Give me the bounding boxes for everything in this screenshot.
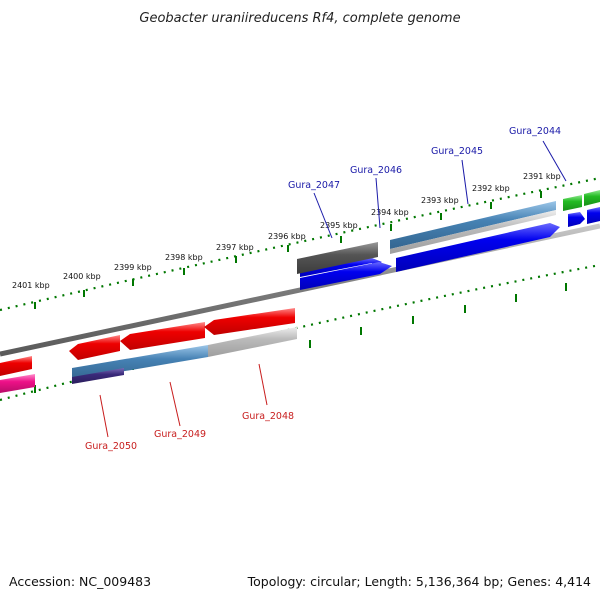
scale-label: 2391 kbp bbox=[523, 172, 561, 181]
outer-major-ticks bbox=[34, 191, 542, 309]
gene-label-top[interactable]: Gura_2046 bbox=[350, 165, 402, 176]
forward-cds-arrow[interactable] bbox=[396, 223, 560, 272]
reverse-cds-arrow[interactable] bbox=[69, 335, 120, 360]
forward-cds-track bbox=[300, 207, 600, 290]
feature-block-light-gray[interactable] bbox=[390, 210, 556, 254]
map-title: Geobacter uraniireducens Rf4, complete g… bbox=[139, 11, 460, 26]
feature-block-purple[interactable] bbox=[72, 368, 124, 384]
feature-block-light-gray[interactable] bbox=[208, 327, 297, 357]
scale-arc-outer bbox=[0, 176, 600, 312]
scale-label: 2394 kbp bbox=[371, 208, 409, 217]
reverse-cds-arrow[interactable] bbox=[204, 308, 295, 335]
gene-label-top[interactable]: Gura_2045 bbox=[431, 146, 483, 157]
gene-label-bottom[interactable]: Gura_2050 bbox=[85, 441, 137, 452]
forward-cds-arrow[interactable] bbox=[300, 262, 392, 290]
reverse-cds-track bbox=[0, 308, 295, 376]
scale-arc-inner bbox=[0, 263, 600, 402]
scale-label: 2395 kbp bbox=[320, 221, 358, 230]
feature-block-steel[interactable] bbox=[390, 201, 556, 249]
scale-label: 2398 kbp bbox=[165, 253, 203, 262]
scale-labels: 2391 kbp 2392 kbp 2393 kbp 2394 kbp 2395… bbox=[12, 172, 561, 290]
forward-cds-arrow[interactable] bbox=[568, 212, 585, 227]
scale-label: 2399 kbp bbox=[114, 263, 152, 272]
reverse-feature-track bbox=[0, 327, 297, 393]
gene-label-top[interactable]: Gura_2047 bbox=[288, 180, 340, 191]
feature-block-dark-gray[interactable] bbox=[297, 242, 378, 274]
scale-label: 2397 kbp bbox=[216, 243, 254, 252]
forward-cds-arrow[interactable] bbox=[587, 207, 600, 224]
gene-label-bottom[interactable]: Gura_2048 bbox=[242, 411, 294, 422]
scale-label: 2401 kbp bbox=[12, 281, 50, 290]
feature-block-green[interactable] bbox=[563, 195, 582, 211]
gene-leaders-bottom bbox=[99, 363, 268, 438]
feature-block-pink[interactable] bbox=[0, 374, 35, 393]
scale-label: 2400 kbp bbox=[63, 272, 101, 281]
gene-leaders-top bbox=[313, 140, 567, 239]
reverse-cds-arrow[interactable] bbox=[120, 322, 205, 350]
forward-feature-track bbox=[297, 190, 600, 274]
gene-label-bottom[interactable]: Gura_2049 bbox=[154, 429, 206, 440]
forward-cds-arrow[interactable] bbox=[300, 258, 382, 277]
feature-block-green[interactable] bbox=[584, 190, 600, 206]
scale-label: 2396 kbp bbox=[268, 232, 306, 241]
summary-text: Topology: circular; Length: 5,136,364 bp… bbox=[247, 574, 591, 589]
accession-text: Accession: NC_009483 bbox=[9, 574, 151, 589]
scale-label: 2393 kbp bbox=[421, 196, 459, 205]
gene-label-top[interactable]: Gura_2044 bbox=[509, 126, 561, 137]
reverse-cds-arrow[interactable] bbox=[0, 356, 32, 376]
scale-label: 2392 kbp bbox=[472, 184, 510, 193]
